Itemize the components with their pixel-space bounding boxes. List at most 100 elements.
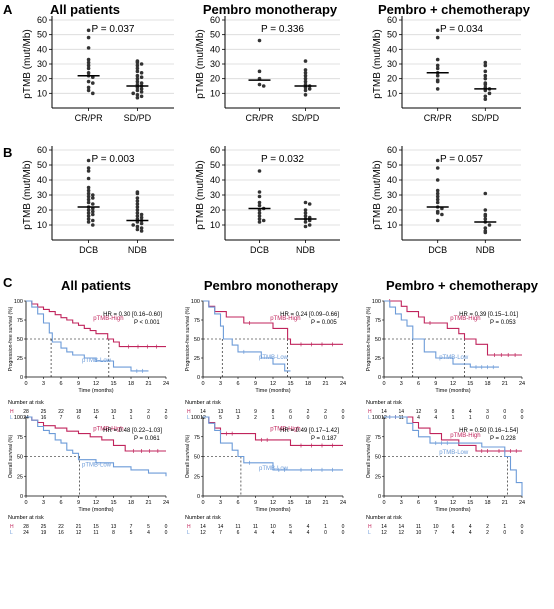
km-curve-low	[203, 300, 291, 372]
x-tick-label: 6	[59, 500, 62, 506]
y-tick-label: 100	[191, 415, 200, 421]
x-tick-label: 15	[110, 500, 116, 506]
data-point	[435, 211, 440, 215]
series-label-high: pTMB-High	[93, 427, 123, 433]
risk-count: 0	[342, 415, 345, 421]
x-category-label: DCB	[250, 245, 269, 255]
x-tick-label: 24	[163, 381, 169, 387]
x-tick-label: 6	[236, 381, 239, 387]
data-point	[139, 62, 144, 66]
data-point	[483, 226, 488, 230]
y-tick-label: 75	[375, 318, 381, 324]
col-title-chemo-c: Pembro + chemotherapy	[386, 278, 539, 293]
risk-count: 16	[41, 415, 47, 421]
p-value: P = 0.003	[92, 154, 135, 165]
p-annotation: P = 0.061	[134, 436, 160, 442]
data-point	[303, 214, 308, 218]
data-point	[435, 158, 440, 163]
data-point	[257, 211, 262, 215]
dotplot-2: 10 20 30 40 50 60 pTMB (mut/Mb) P = 0.034 CR/PR S…	[372, 15, 521, 123]
x-tick-label: 18	[484, 500, 490, 506]
y-tick-label: 60	[387, 15, 397, 25]
y-tick-label: 50	[375, 337, 381, 343]
x-tick-label: 9	[77, 500, 80, 506]
data-point	[86, 85, 91, 90]
x-axis-title: Time (months)	[255, 507, 290, 513]
risk-count: 13	[111, 524, 117, 530]
data-point	[86, 79, 91, 84]
x-tick-label: 3	[400, 500, 403, 506]
x-tick-label: 21	[502, 500, 508, 506]
x-axis-title: Time (months)	[78, 388, 113, 394]
data-point	[303, 71, 308, 75]
data-point	[86, 194, 91, 199]
data-point	[303, 211, 308, 215]
risk-count: 6	[452, 524, 455, 530]
x-tick-label: 15	[287, 500, 293, 506]
risk-count: 22	[58, 524, 64, 530]
data-point	[483, 60, 488, 65]
risk-count: 1	[112, 415, 115, 421]
risk-count: 8	[452, 409, 455, 415]
risk-count: 12	[76, 530, 82, 536]
y-tick-label: 0	[197, 375, 200, 381]
risk-count: 0	[324, 415, 327, 421]
hr-annotation: HR = 0.50 [0.16–1.54]	[459, 428, 518, 434]
y-axis-title: pTMB (mut/Mb)	[22, 29, 33, 98]
data-point	[86, 46, 91, 50]
data-point	[487, 223, 492, 227]
x-tick-label: 15	[110, 381, 116, 387]
data-point	[135, 93, 140, 97]
risk-row-label: H	[187, 409, 191, 415]
y-axis-title: Progression-free survival (%)	[366, 306, 372, 371]
data-point	[483, 63, 488, 68]
y-tick-label: 10	[210, 220, 220, 230]
x-category-label: SD/PD	[124, 113, 152, 123]
risk-count: 1	[324, 524, 327, 530]
risk-count: 24	[23, 530, 29, 536]
x-tick-label: 0	[24, 381, 27, 387]
y-tick-label: 30	[210, 190, 220, 200]
data-point	[257, 169, 262, 173]
data-point	[135, 199, 140, 203]
y-tick-label: 10	[37, 88, 47, 98]
risk-count: 6	[77, 415, 80, 421]
y-tick-label: 10	[37, 220, 47, 230]
y-tick-label: 25	[194, 474, 200, 480]
y-tick-label: 30	[37, 59, 47, 69]
series-label-low: pTMB-Low	[82, 463, 112, 469]
risk-count: 11	[235, 409, 240, 415]
y-tick-label: 50	[194, 337, 200, 343]
risk-row-label: L	[368, 530, 371, 536]
y-tick-label: 50	[37, 160, 47, 170]
data-point	[135, 208, 140, 212]
data-point	[86, 158, 91, 163]
data-point	[435, 166, 440, 170]
x-tick-label: 18	[128, 500, 134, 506]
data-point	[303, 79, 308, 84]
risk-count: 19	[41, 530, 47, 536]
risk-row-label: L	[10, 530, 13, 536]
x-axis-title: Time (months)	[435, 507, 470, 513]
y-tick-label: 60	[387, 145, 397, 155]
data-point	[86, 211, 91, 215]
col-title-all-a: All patients	[50, 2, 120, 17]
risk-count: 0	[503, 415, 506, 421]
data-point	[303, 220, 308, 224]
risk-count: 5	[219, 415, 222, 421]
series-label-high: pTMB-High	[270, 316, 300, 322]
risk-count: 8	[112, 530, 115, 536]
risk-count: 13	[218, 409, 224, 415]
risk-row-label: L	[187, 530, 190, 536]
x-category-label: CR/PR	[75, 113, 104, 123]
x-tick-label: 9	[77, 381, 80, 387]
data-point	[86, 200, 91, 205]
risk-count: 10	[433, 524, 439, 530]
x-tick-label: 15	[287, 381, 293, 387]
data-point	[483, 217, 488, 221]
y-tick-label: 40	[37, 175, 47, 185]
x-tick-label: 24	[340, 381, 346, 387]
y-tick-label: 50	[37, 30, 47, 40]
